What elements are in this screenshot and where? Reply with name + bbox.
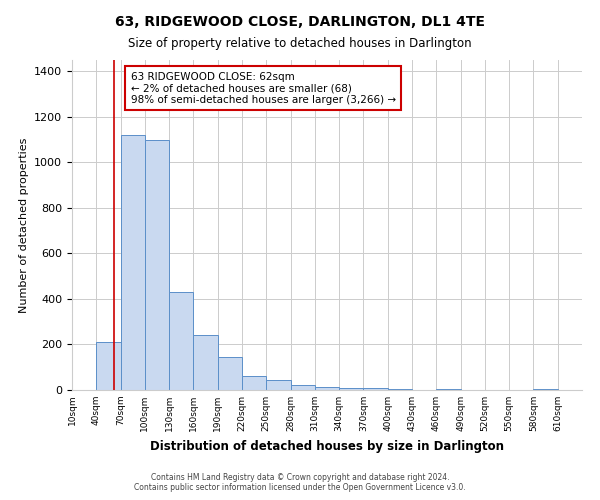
Text: Size of property relative to detached houses in Darlington: Size of property relative to detached ho… bbox=[128, 38, 472, 51]
Text: 63 RIDGEWOOD CLOSE: 62sqm
← 2% of detached houses are smaller (68)
98% of semi-d: 63 RIDGEWOOD CLOSE: 62sqm ← 2% of detach… bbox=[131, 72, 396, 105]
Y-axis label: Number of detached properties: Number of detached properties bbox=[19, 138, 29, 312]
Bar bbox=[436, 389, 461, 390]
Bar bbox=[193, 336, 218, 390]
Bar bbox=[218, 357, 242, 390]
Bar bbox=[121, 135, 145, 390]
Text: Contains HM Land Registry data © Crown copyright and database right 2024.
Contai: Contains HM Land Registry data © Crown c… bbox=[134, 473, 466, 492]
X-axis label: Distribution of detached houses by size in Darlington: Distribution of detached houses by size … bbox=[150, 440, 504, 452]
Bar bbox=[242, 376, 266, 390]
Bar bbox=[266, 380, 290, 390]
Bar bbox=[339, 388, 364, 390]
Bar bbox=[145, 140, 169, 390]
Bar bbox=[364, 388, 388, 390]
Bar bbox=[96, 342, 121, 390]
Bar bbox=[388, 389, 412, 390]
Bar bbox=[290, 386, 315, 390]
Bar bbox=[169, 292, 193, 390]
Bar bbox=[315, 386, 339, 390]
Text: 63, RIDGEWOOD CLOSE, DARLINGTON, DL1 4TE: 63, RIDGEWOOD CLOSE, DARLINGTON, DL1 4TE bbox=[115, 15, 485, 29]
Bar bbox=[533, 389, 558, 390]
